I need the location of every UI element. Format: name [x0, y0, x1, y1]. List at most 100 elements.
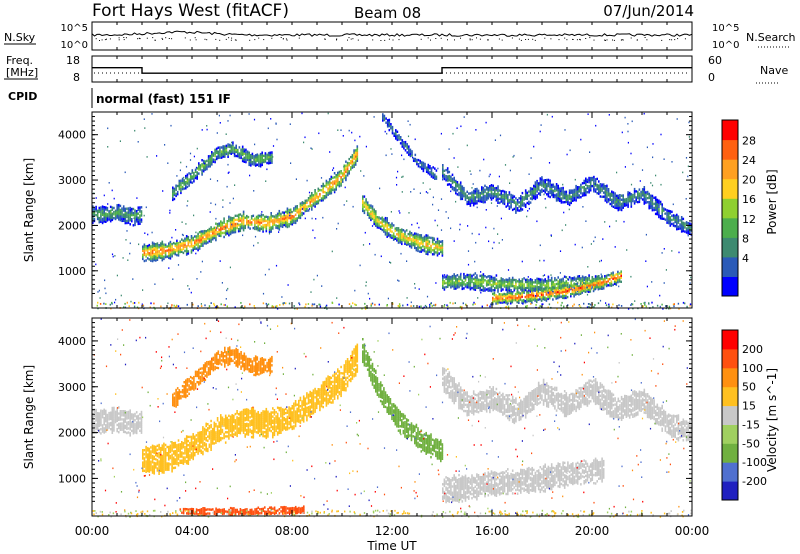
data-cell: [388, 222, 390, 225]
data-cell: [252, 226, 255, 230]
data-cell: [585, 191, 587, 195]
data-cell: [427, 250, 429, 254]
data-cell: [502, 200, 504, 203]
data-cell: [481, 186, 483, 189]
data-cell: [594, 178, 597, 181]
data-cell: [511, 294, 514, 298]
data-cell: [559, 193, 561, 196]
data-cell: [658, 213, 660, 217]
data-cell: [366, 209, 369, 212]
data-cell: [242, 216, 245, 220]
ground-cell: [197, 305, 199, 307]
data-cell: [583, 179, 585, 183]
data-cell: [143, 243, 146, 246]
noise-cell: [388, 234, 390, 237]
noise-cell: [665, 269, 667, 271]
data-cell: [210, 226, 212, 229]
data-cell: [492, 184, 494, 187]
data-cell: [119, 418, 122, 421]
data-cell: [230, 148, 233, 151]
data-cell: [246, 214, 248, 218]
data-cell: [410, 240, 413, 243]
data-cell: [654, 200, 657, 203]
data-cell: [293, 221, 295, 224]
data-cell: [497, 201, 499, 204]
data-cell: [689, 226, 691, 229]
data-cell: [654, 206, 657, 209]
data-cell: [368, 208, 371, 211]
data-cell: [188, 180, 190, 183]
noise-cell: [471, 187, 473, 189]
data-cell: [217, 156, 220, 160]
noise-cell: [488, 240, 490, 243]
data-cell: [494, 282, 496, 286]
data-cell: [667, 213, 670, 217]
data-cell: [232, 141, 234, 144]
noise-cell: [133, 217, 135, 219]
data-cell: [539, 284, 542, 287]
data-cell: [497, 189, 499, 192]
data-cell: [607, 190, 610, 193]
noise-cell: [688, 136, 690, 138]
data-cell: [613, 280, 616, 283]
data-cell: [93, 207, 96, 210]
data-cell: [404, 140, 407, 144]
data-cell: [237, 213, 240, 217]
data-cell: [195, 237, 198, 240]
data-cell: [417, 163, 420, 166]
data-cell: [566, 285, 569, 289]
data-cell: [108, 418, 110, 421]
data-cell: [508, 289, 511, 292]
noise-cell: [425, 306, 428, 308]
data-cell: [100, 216, 102, 219]
data-cell: [576, 286, 579, 289]
noise-cell: [562, 183, 564, 186]
data-cell: [572, 197, 574, 200]
data-cell: [386, 233, 388, 236]
data-cell: [95, 415, 97, 418]
noise-cell: [290, 162, 292, 164]
data-cell: [500, 295, 502, 298]
data-cell: [653, 196, 655, 199]
data-cell: [126, 415, 128, 418]
data-cell: [544, 189, 546, 192]
data-cell: [140, 206, 143, 209]
data-cell: [534, 195, 537, 198]
noise-cell: [105, 292, 107, 295]
data-cell: [508, 293, 510, 296]
data-cell: [442, 282, 444, 285]
data-cell: [588, 187, 590, 190]
data-cell: [109, 423, 112, 427]
data-cell: [484, 200, 486, 204]
ground-cell: [175, 305, 178, 308]
data-cell: [515, 283, 517, 286]
data-cell: [528, 194, 530, 197]
data-cell: [596, 282, 598, 285]
data-cell: [423, 239, 426, 243]
data-cell: [100, 413, 102, 416]
noise-cell: [183, 176, 185, 179]
data-cell: [127, 209, 130, 212]
data-cell: [541, 278, 543, 281]
data-cell: [288, 214, 290, 218]
data-cell: [495, 188, 498, 192]
data-cell: [208, 238, 211, 241]
data-cell: [148, 252, 151, 255]
data-cell: [122, 219, 125, 222]
data-cell: [585, 189, 587, 193]
data-cell: [299, 214, 302, 217]
data-cell: [568, 203, 571, 207]
data-cell: [579, 288, 582, 291]
data-cell: [502, 284, 504, 287]
ground-cell: [132, 302, 134, 305]
data-cell: [307, 205, 310, 208]
data-cell: [554, 285, 556, 288]
noise-search-dot: [605, 39, 606, 41]
data-cell: [392, 232, 395, 235]
data-cell: [198, 172, 200, 175]
data-cell: [119, 216, 122, 220]
data-cell: [356, 155, 359, 158]
data-cell: [555, 293, 557, 296]
data-cell: [189, 241, 191, 244]
data-cell: [539, 177, 542, 180]
